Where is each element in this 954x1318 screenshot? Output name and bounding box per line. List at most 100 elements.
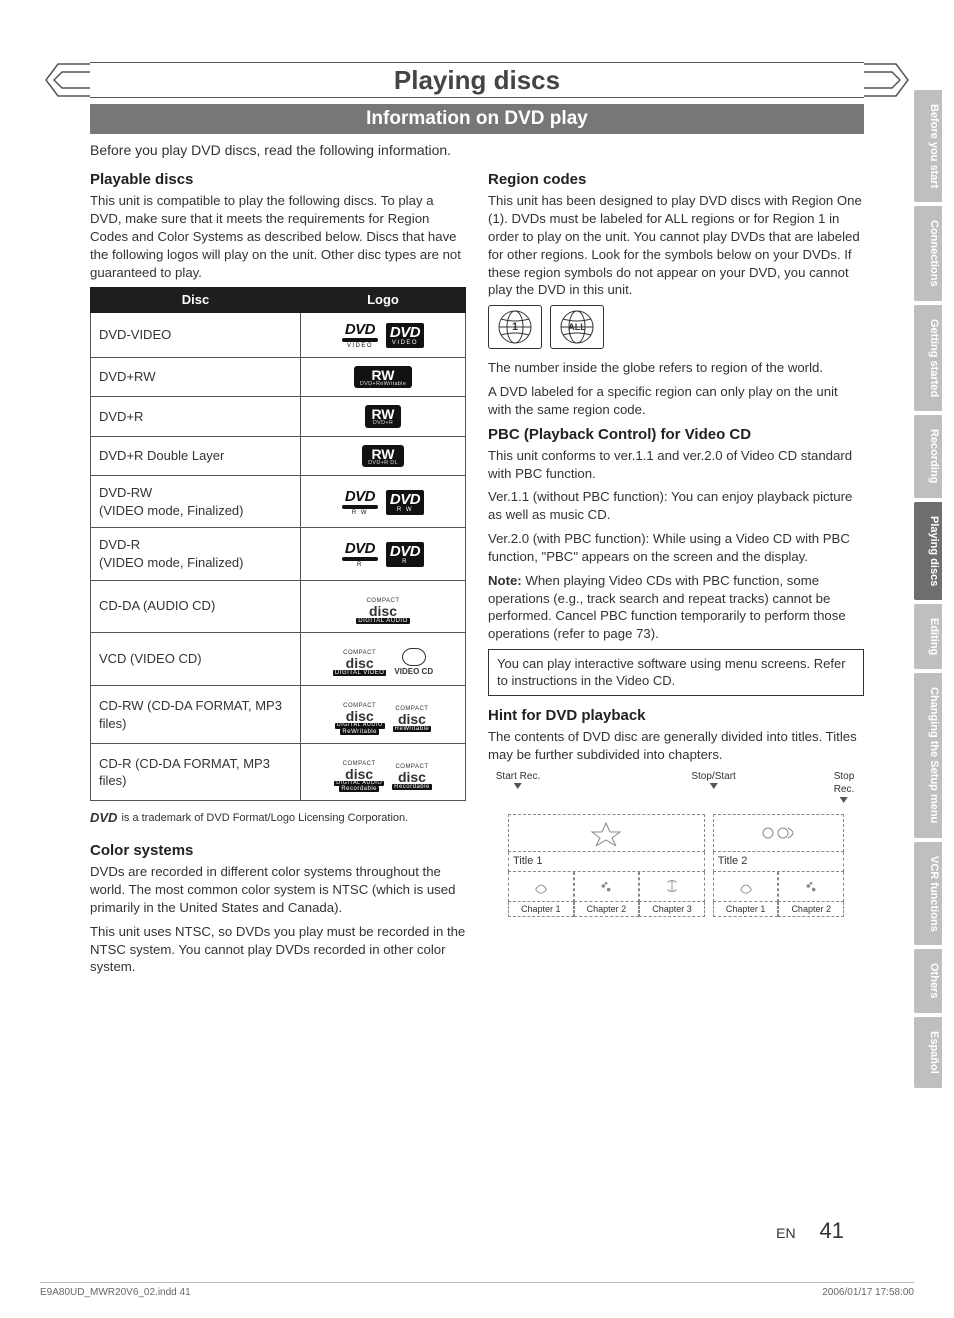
para-pbc3: Ver.2.0 (with PBC function): While using… <box>488 530 864 566</box>
disc-logo-cell: DVDVIDEODVDVIDEO <box>301 312 466 357</box>
dvd-logo-icon: DVD <box>90 809 117 827</box>
table-row: DVD-R (VIDEO mode, Finalized)DVDRDVDR <box>91 528 466 580</box>
table-row: DVD+RRWDVD+R <box>91 397 466 437</box>
side-tab[interactable]: Before you start <box>914 90 942 202</box>
disc-logo-cell: DVDRDVDR <box>301 528 466 580</box>
two-column-layout: Playable discs This unit is compatible t… <box>90 166 864 982</box>
th-disc: Disc <box>91 288 301 313</box>
disc-name-cell: DVD-VIDEO <box>91 312 301 357</box>
region-1-icon: 1 <box>488 305 542 349</box>
table-row: VCD (VIDEO CD)COMPACTdiscDIGITAL VIDEOVI… <box>91 632 466 686</box>
region-all-icon: ALL <box>550 305 604 349</box>
side-tab[interactable]: Changing the Setup menu <box>914 673 942 837</box>
para-color1: DVDs are recorded in different color sys… <box>90 863 466 916</box>
heading-pbc: PBC (Playback Control) for Video CD <box>488 425 864 445</box>
disc-name-cell: DVD-RW (VIDEO mode, Finalized) <box>91 476 301 528</box>
disc-name-cell: DVD+RW <box>91 357 301 397</box>
left-column: Playable discs This unit is compatible t… <box>90 166 466 982</box>
disc-name-cell: CD-RW (CD-DA FORMAT, MP3 files) <box>91 686 301 744</box>
th-logo: Logo <box>301 288 466 313</box>
note-label: Note: <box>488 573 522 588</box>
side-tab[interactable]: Playing discs <box>914 502 942 600</box>
heading-hint: Hint for DVD playback <box>488 706 864 726</box>
chapter-label: Chapter 2 <box>778 902 844 917</box>
disc-logo-cell: COMPACTdiscDIGITAL VIDEOVIDEO CD <box>301 632 466 686</box>
disc-logo-cell: DVDR WDVDR W <box>301 476 466 528</box>
disc-logo-cell: RWDVD+R <box>301 397 466 437</box>
chapter-thumb <box>639 872 705 902</box>
chapter-arrow-right-icon <box>864 62 910 98</box>
para-region: This unit has been designed to play DVD … <box>488 192 864 299</box>
page-lang: EN <box>776 1225 795 1241</box>
para-pbc2: Ver.1.1 (without PBC function): You can … <box>488 488 864 524</box>
disc-name-cell: DVD+R Double Layer <box>91 436 301 476</box>
note-text: When playing Video CDs with PBC function… <box>488 573 846 641</box>
chapter-thumb <box>713 872 779 902</box>
para-color2: This unit uses NTSC, so DVDs you play mu… <box>90 923 466 976</box>
disc-logo-cell: COMPACTdiscDIGITAL AUDIORecordableCOMPAC… <box>301 743 466 801</box>
table-row: CD-RW (CD-DA FORMAT, MP3 files)COMPACTdi… <box>91 686 466 744</box>
side-tab[interactable]: Connections <box>914 206 942 301</box>
chapter-thumb <box>508 872 574 902</box>
footer-left: E9A80UD_MWR20V6_02.indd 41 <box>40 1287 191 1298</box>
title2-label: Title 2 <box>713 852 844 872</box>
disc-name-cell: DVD-R (VIDEO mode, Finalized) <box>91 528 301 580</box>
footer-meta: E9A80UD_MWR20V6_02.indd 41 2006/01/17 17… <box>40 1282 914 1298</box>
table-row: CD-R (CD-DA FORMAT, MP3 files)COMPACTdis… <box>91 743 466 801</box>
chapter-title: Playing discs <box>394 65 560 96</box>
manual-page: Playing discs Information on DVD play Be… <box>0 0 954 1318</box>
side-tab[interactable]: Others <box>914 949 942 1012</box>
para-playable: This unit is compatible to play the foll… <box>90 192 466 281</box>
disc-name-cell: CD-DA (AUDIO CD) <box>91 580 301 632</box>
heading-color-systems: Color systems <box>90 841 466 861</box>
side-tab[interactable]: Recording <box>914 415 942 497</box>
chapter-arrow-left-icon <box>44 62 90 98</box>
section-band: Information on DVD play <box>90 104 864 134</box>
table-row: DVD+R Double LayerRWDVD+R DL <box>91 436 466 476</box>
disc-logo-cell: COMPACTdiscDIGITAL AUDIOReWritableCOMPAC… <box>301 686 466 744</box>
region-icons: 1 ALL <box>488 305 864 349</box>
title1-thumb <box>508 814 705 852</box>
chapter-label: Chapter 1 <box>508 902 574 917</box>
right-column: Region codes This unit has been designed… <box>488 166 864 982</box>
disc-name-cell: DVD+R <box>91 397 301 437</box>
disc-name-cell: VCD (VIDEO CD) <box>91 632 301 686</box>
chapter-label: Chapter 2 <box>574 902 640 917</box>
table-row: DVD-RW (VIDEO mode, Finalized)DVDR WDVDR… <box>91 476 466 528</box>
chapter-label: Chapter 1 <box>713 902 779 917</box>
trademark-note: DVD is a trademark of DVD Format/Logo Li… <box>90 809 466 827</box>
heading-region-codes: Region codes <box>488 170 864 190</box>
disc-logo-cell: RWDVD+R DL <box>301 436 466 476</box>
chapter-thumb <box>574 872 640 902</box>
region-all-label: ALL <box>559 309 595 345</box>
para-region3: A DVD labeled for a specific region can … <box>488 383 864 419</box>
chapter-bar: Playing discs <box>90 62 864 98</box>
side-tab[interactable]: Editing <box>914 604 942 669</box>
side-tab[interactable]: Español <box>914 1017 942 1088</box>
para-hint: The contents of DVD disc are generally d… <box>488 728 864 764</box>
chapter-thumb <box>778 872 844 902</box>
footer-right: 2006/01/17 17:58:00 <box>822 1287 914 1298</box>
trademark-text: is a trademark of DVD Format/Logo Licens… <box>121 811 408 826</box>
title1-label: Title 1 <box>508 852 705 872</box>
title-chapter-diagram: Start Rec. Stop/Start Stop Rec. Title 1 … <box>508 770 844 917</box>
table-row: CD-DA (AUDIO CD)COMPACTdiscDIGITAL AUDIO <box>91 580 466 632</box>
para-region2: The number inside the globe refers to re… <box>488 359 864 377</box>
side-tab[interactable]: Getting started <box>914 305 942 411</box>
page-number: EN 41 <box>776 1218 844 1244</box>
marker-stop: Stop Rec. <box>834 771 855 796</box>
disc-logo-cell: COMPACTdiscDIGITAL AUDIO <box>301 580 466 632</box>
disc-logo-cell: RWDVD+ReWritable <box>301 357 466 397</box>
table-row: DVD+RWRWDVD+ReWritable <box>91 357 466 397</box>
intro-text: Before you play DVD discs, read the foll… <box>90 142 864 158</box>
side-tab[interactable]: VCR functions <box>914 842 942 946</box>
table-row: DVD-VIDEODVDVIDEODVDVIDEO <box>91 312 466 357</box>
page-num-value: 41 <box>820 1218 844 1243</box>
title2-thumb <box>713 814 844 852</box>
disc-name-cell: CD-R (CD-DA FORMAT, MP3 files) <box>91 743 301 801</box>
disc-compat-table: Disc Logo DVD-VIDEODVDVIDEODVDVIDEODVD+R… <box>90 287 466 801</box>
chapter-label: Chapter 3 <box>639 902 705 917</box>
region-1-label: 1 <box>497 309 533 345</box>
para-pbc-note: Note: When playing Video CDs with PBC fu… <box>488 572 864 643</box>
marker-start: Start Rec. <box>496 771 540 782</box>
